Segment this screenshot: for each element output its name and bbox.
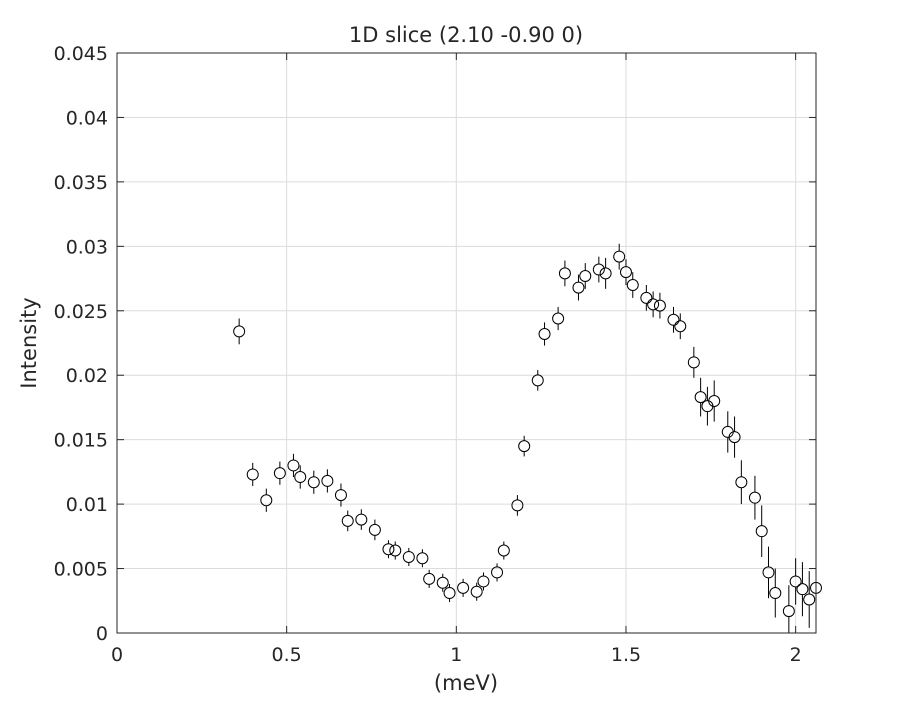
y-tick-label: 0.035: [54, 172, 108, 194]
data-point: [748, 491, 761, 504]
data-point: [470, 585, 483, 598]
data-point: [599, 267, 612, 280]
tick-marks: [116, 52, 816, 634]
axes-box: [116, 52, 817, 634]
data-point: [389, 544, 402, 557]
data-point: [334, 489, 347, 502]
data-point: [518, 440, 531, 453]
y-tick-label: 0.04: [66, 107, 108, 129]
data-point: [552, 312, 565, 325]
data-point: [538, 327, 551, 340]
data-point: [477, 575, 490, 588]
data-point: [572, 281, 585, 294]
y-tick-label: 0.015: [54, 430, 108, 452]
data-point: [653, 299, 666, 312]
y-tick-label: 0.02: [66, 365, 108, 387]
x-tick-label: 1: [450, 644, 462, 666]
data-point: [803, 593, 816, 606]
data-point: [694, 391, 707, 404]
y-tick-label: 0.01: [66, 494, 108, 516]
data-point: [321, 474, 334, 487]
data-point: [592, 263, 605, 276]
data-point: [613, 250, 626, 263]
data-point: [640, 291, 653, 304]
y-tick-labels: 0 0.005 0.01 0.015 0.02 0.025 0.03 0.035 0.04 0.0…: [54, 43, 108, 645]
plot-area: [116, 52, 822, 634]
x-axis-label: (meV): [434, 671, 498, 695]
data-point: [531, 374, 544, 387]
y-tick-label: 0.025: [54, 301, 108, 323]
y-tick-label: 0.045: [54, 43, 108, 65]
data-point: [307, 476, 320, 489]
data-point: [260, 494, 273, 507]
data-point: [287, 459, 300, 472]
data-point: [667, 313, 680, 326]
data-point: [443, 587, 456, 600]
data-point: [368, 523, 381, 536]
data-point: [294, 471, 307, 484]
data-point: [457, 581, 470, 594]
data-point: [511, 499, 524, 512]
data-point: [674, 320, 687, 333]
chart-title: 1D slice (2.10 -0.90 0): [349, 23, 583, 47]
y-tick-label: 0.005: [54, 559, 108, 581]
data-point: [497, 544, 510, 557]
x-tick-label: 0.5: [272, 644, 302, 666]
data-point: [558, 267, 571, 280]
data-point: [735, 476, 748, 489]
data-point: [402, 550, 415, 563]
data-point: [769, 587, 782, 600]
data-layer: [233, 243, 822, 633]
x-tick-label: 0: [111, 644, 123, 666]
y-axis-label: Intensity: [17, 297, 41, 388]
data-point: [687, 356, 700, 369]
data-point: [626, 279, 639, 291]
data-point: [619, 266, 632, 279]
x-tick-labels: 0 0.5 1 1.5 2: [111, 644, 802, 666]
data-point: [762, 566, 775, 579]
data-point: [355, 513, 368, 526]
data-point: [341, 514, 354, 527]
data-point: [436, 576, 449, 589]
data-point: [728, 431, 741, 444]
data-point: [647, 298, 660, 311]
data-point: [273, 467, 286, 480]
data-point: [579, 269, 592, 282]
data-point: [416, 552, 429, 565]
y-tick-label: 0: [96, 623, 108, 645]
data-point: [423, 572, 436, 585]
x-tick-label: 2: [790, 644, 802, 666]
data-point: [233, 325, 246, 338]
x-tick-label: 1.5: [611, 644, 641, 666]
data-point: [782, 605, 795, 618]
data-point: [246, 468, 259, 481]
data-point: [789, 575, 802, 588]
y-tick-label: 0.03: [66, 236, 108, 258]
data-point: [491, 566, 504, 579]
data-point: [755, 525, 768, 538]
data-point: [382, 543, 395, 556]
data-point: [796, 583, 809, 596]
data-point: [708, 395, 721, 407]
